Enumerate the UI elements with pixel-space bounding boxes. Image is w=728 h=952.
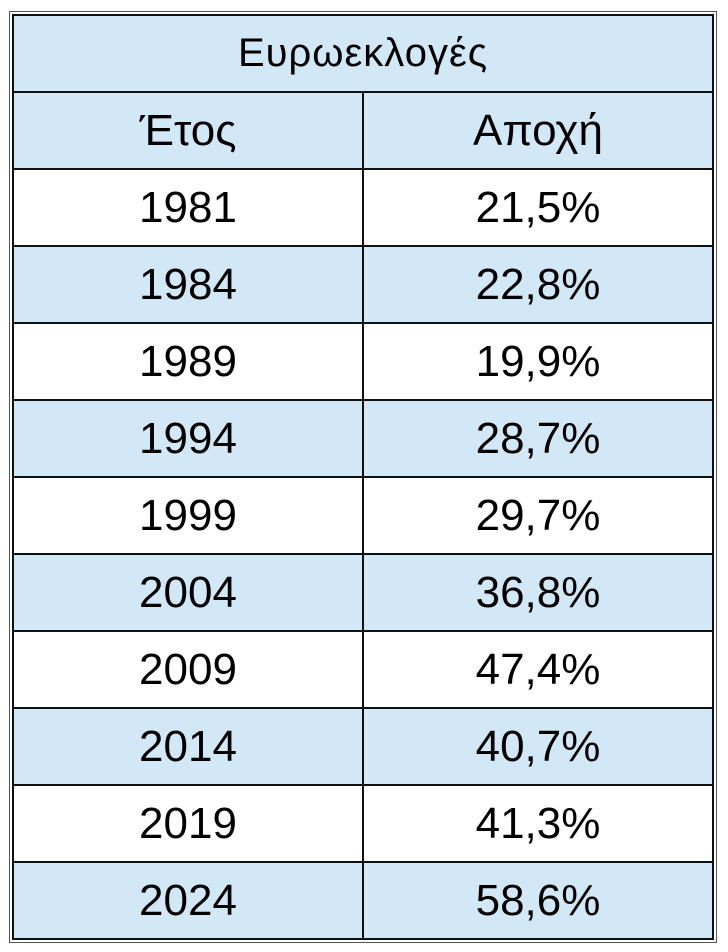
table-frame: Ευρωεκλογές Έτος Αποχή 1981 21,5% 1984 22,8… xyxy=(9,11,717,943)
year-cell: 1989 xyxy=(12,322,364,401)
table-body: Ευρωεκλογές Έτος Αποχή 1981 21,5% 1984 22,8… xyxy=(12,14,714,940)
abstention-cell: 40,7% xyxy=(362,707,714,786)
turnout-table: Ευρωεκλογές Έτος Αποχή 1981 21,5% 1984 22,8… xyxy=(12,14,714,940)
year-cell: 2019 xyxy=(12,784,364,863)
header-cell: Έτος xyxy=(12,91,364,170)
abstention-cell: 36,8% xyxy=(362,553,714,632)
year-cell: 2024 xyxy=(12,861,364,940)
header-row: Έτος Αποχή xyxy=(12,91,714,170)
abstention-cell: 22,8% xyxy=(362,245,714,324)
year-cell: 1994 xyxy=(12,399,364,478)
data-row: 1981 21,5% xyxy=(12,168,714,247)
abstention-cell: 19,9% xyxy=(362,322,714,401)
data-row: 2014 40,7% xyxy=(12,707,714,786)
data-row: 2009 47,4% xyxy=(12,630,714,709)
header-cell: Αποχή xyxy=(362,91,714,170)
data-row: 1984 22,8% xyxy=(12,245,714,324)
year-cell: 1984 xyxy=(12,245,364,324)
abstention-cell: 28,7% xyxy=(362,399,714,478)
year-cell: 1981 xyxy=(12,168,364,247)
data-row: 2019 41,3% xyxy=(12,784,714,863)
data-row: 2004 36,8% xyxy=(12,553,714,632)
table-title: Ευρωεκλογές xyxy=(12,14,714,93)
year-cell: 2014 xyxy=(12,707,364,786)
year-cell: 2004 xyxy=(12,553,364,632)
abstention-cell: 21,5% xyxy=(362,168,714,247)
abstention-cell: 58,6% xyxy=(362,861,714,940)
data-row: 1989 19,9% xyxy=(12,322,714,401)
year-cell: 2009 xyxy=(12,630,364,709)
data-row: 2024 58,6% xyxy=(12,861,714,940)
data-row: 1999 29,7% xyxy=(12,476,714,555)
year-cell: 1999 xyxy=(12,476,364,555)
abstention-cell: 29,7% xyxy=(362,476,714,555)
abstention-cell: 41,3% xyxy=(362,784,714,863)
abstention-cell: 47,4% xyxy=(362,630,714,709)
title-row: Ευρωεκλογές xyxy=(12,14,714,93)
data-row: 1994 28,7% xyxy=(12,399,714,478)
